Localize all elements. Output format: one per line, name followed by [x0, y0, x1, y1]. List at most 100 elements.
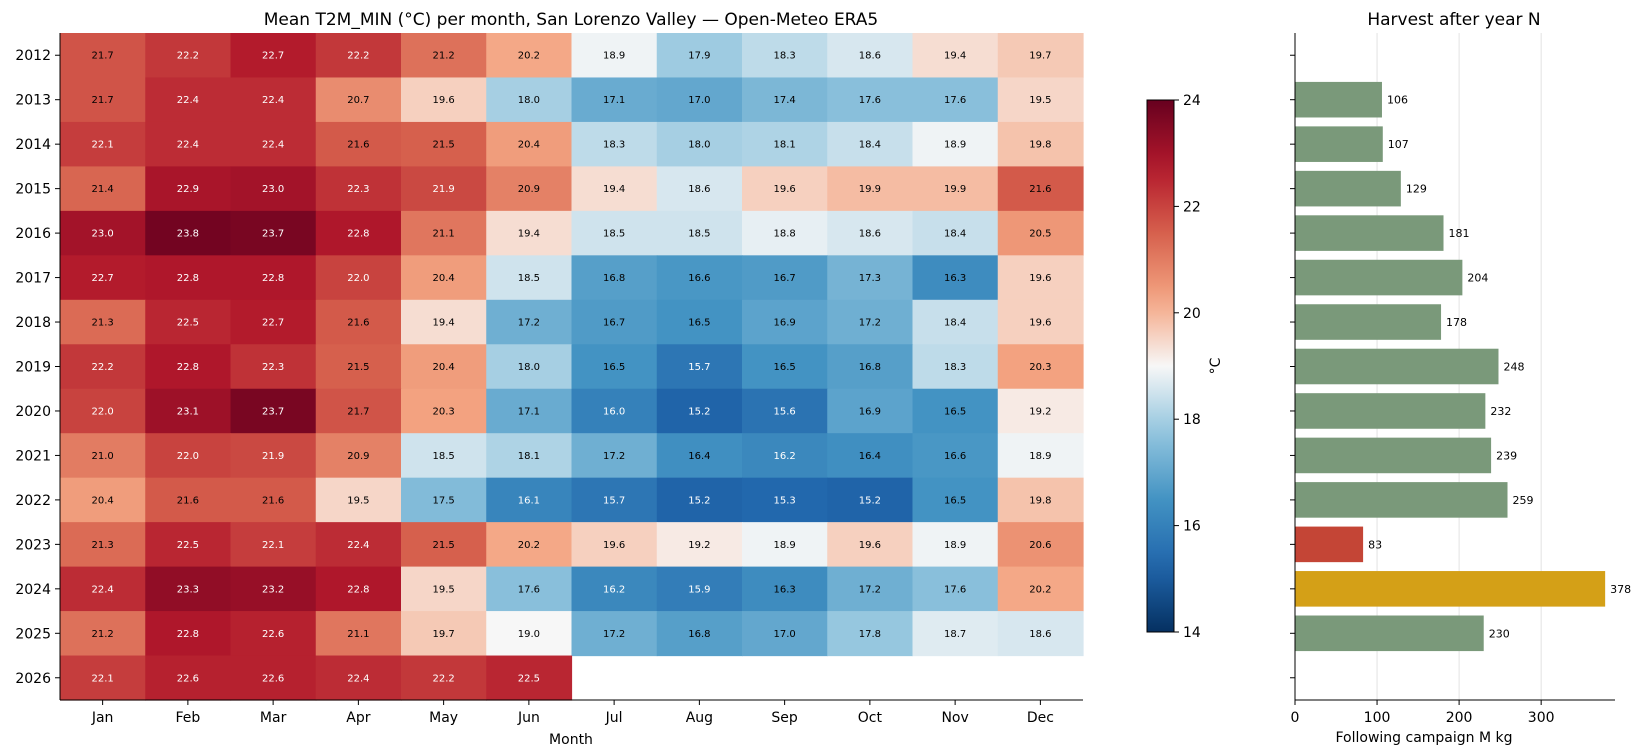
heatmap-cell-label: 19.8: [1029, 495, 1051, 506]
heatmap-cell-label: 18.0: [518, 362, 540, 373]
harvest-bar-value-label: 232: [1490, 405, 1511, 418]
colorbar-tick-label: 16: [1183, 519, 1201, 535]
heatmap-cell: [486, 611, 573, 657]
heatmap-cell-label: 21.3: [91, 318, 113, 329]
heatmap-cell-label: 17.6: [944, 584, 966, 595]
heatmap-cell: [656, 477, 743, 523]
heatmap-cell-label: 19.6: [1029, 273, 1051, 284]
heatmap-x-tick-label: Sep: [771, 710, 798, 726]
heatmap-cell-label: 19.6: [432, 95, 454, 106]
heatmap-cell-label: 16.5: [603, 362, 625, 373]
heatmap-cell-label: 22.8: [177, 362, 199, 373]
heatmap-cell: [145, 166, 232, 212]
heatmap-cell-label: 20.3: [432, 406, 454, 417]
temperature-heatmap: Mean T2M_MIN (°C) per month, San Lorenzo…: [15, 10, 1084, 748]
heatmap-cell-label: 18.7: [944, 629, 966, 640]
heatmap-cell-label: 21.6: [262, 495, 284, 506]
heatmap-cell: [827, 477, 914, 523]
heatmap-cell-label: 20.2: [518, 51, 540, 62]
heatmap-cell-label: 17.6: [944, 95, 966, 106]
heatmap-cells: 21.7 22.2 22.7 22.2 21.2 20.2 18.9 17.9 18.3 18.6…: [60, 33, 1084, 701]
heatmap-cell-label: 16.7: [603, 318, 625, 329]
heatmap-cell-label: 18.6: [859, 229, 881, 240]
heatmap-cell: [401, 433, 487, 479]
heatmap-cell-label: 16.3: [773, 584, 795, 595]
heatmap-cell-label: 22.2: [177, 51, 199, 62]
harvest-bar-value-label: 259: [1513, 494, 1534, 507]
harvest-bar-chart: Harvest after year N 106 107 129 181 204 178 2…: [1290, 10, 1631, 746]
heatmap-axes: 2012 2013 2014 2015 2016 2017 2018 2019 2020 2021…: [15, 33, 1083, 726]
heatmap-cell: [60, 344, 146, 390]
heatmap-cell: [230, 566, 317, 612]
heatmap-cell-label: 23.1: [177, 406, 199, 417]
heatmap-cell-label: 16.9: [859, 406, 881, 417]
heatmap-cell-label: 19.6: [1029, 318, 1051, 329]
heatmap-cell-label: 23.7: [262, 229, 284, 240]
heatmap-cell-label: 16.5: [944, 406, 966, 417]
heatmap-cell-label: 17.2: [859, 584, 881, 595]
bar-x-tick-label: 100: [1364, 710, 1391, 726]
heatmap-cell: [742, 166, 828, 212]
heatmap-cell-label: 22.8: [347, 584, 369, 595]
heatmap-cell: [571, 299, 658, 345]
heatmap-cell-label: 22.2: [432, 673, 454, 684]
heatmap-cell: [742, 299, 828, 345]
heatmap-cell-label: 16.8: [688, 629, 710, 640]
heatmap-cell-label: 17.0: [773, 629, 795, 640]
heatmap-cell: [60, 299, 146, 345]
heatmap-cell-label: 18.5: [518, 273, 540, 284]
heatmap-x-tick-label: Oct: [858, 710, 883, 726]
heatmap-cell: [742, 433, 828, 479]
heatmap-cell: [656, 344, 743, 390]
heatmap-cell-label: 18.9: [1029, 451, 1051, 462]
heatmap-cell: [486, 121, 573, 167]
heatmap-cell: [145, 566, 232, 612]
heatmap-cell-label: 21.1: [347, 629, 369, 640]
heatmap-cell-label: 21.7: [347, 406, 369, 417]
heatmap-cell: [912, 522, 999, 568]
heatmap-cell-label: 16.8: [603, 273, 625, 284]
heatmap-x-tick-label: Jul: [605, 710, 623, 726]
heatmap-cell: [60, 77, 146, 123]
heatmap-cell-label: 19.2: [688, 540, 710, 551]
heatmap-cell: [145, 33, 232, 79]
heatmap-cell: [827, 33, 914, 79]
heatmap-cell: [912, 121, 999, 167]
heatmap-cell: [230, 433, 317, 479]
heatmap-cell-label: 16.6: [944, 451, 966, 462]
heatmap-cell: [401, 299, 487, 345]
heatmap-cell-label: 19.7: [432, 629, 454, 640]
heatmap-cell: [571, 121, 658, 167]
heatmap-cell: [827, 388, 914, 434]
heatmap-cell: [315, 121, 402, 167]
heatmap-cell: [571, 522, 658, 568]
heatmap-cell: [997, 299, 1084, 345]
heatmap-cell: [486, 77, 573, 123]
heatmap-y-tick-label: 2015: [15, 182, 51, 198]
heatmap-cell: [571, 388, 658, 434]
heatmap-cell-label: 21.7: [91, 95, 113, 106]
heatmap-cell: [912, 344, 999, 390]
harvest-bar-value-label: 378: [1610, 583, 1631, 596]
heatmap-cell: [912, 611, 999, 657]
heatmap-cell-label: 19.4: [603, 184, 625, 195]
heatmap-cell: [230, 210, 317, 256]
heatmap-cell-label: 21.6: [177, 495, 199, 506]
heatmap-cell: [656, 166, 743, 212]
heatmap-y-tick-label: 2013: [15, 93, 51, 109]
heatmap-cell-label: 18.8: [773, 229, 795, 240]
heatmap-cell-label: 23.8: [177, 229, 199, 240]
heatmap-cell: [401, 655, 487, 701]
heatmap-cell-label: 16.2: [773, 451, 795, 462]
heatmap-cell-label: 19.5: [432, 584, 454, 595]
heatmap-cell-label: 21.5: [432, 540, 454, 551]
heatmap-cell: [827, 255, 914, 301]
heatmap-cell: [571, 433, 658, 479]
heatmap-cell-label: 16.5: [688, 318, 710, 329]
heatmap-cell-label: 21.9: [262, 451, 284, 462]
heatmap-cell-label: 21.3: [91, 540, 113, 551]
heatmap-cell: [230, 344, 317, 390]
harvest-bar-value-label: 106: [1387, 94, 1408, 107]
heatmap-cell-label: 22.5: [177, 540, 199, 551]
